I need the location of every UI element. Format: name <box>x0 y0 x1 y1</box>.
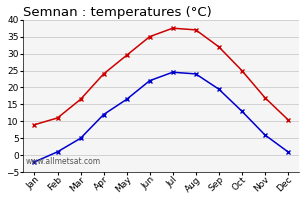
Text: Semnan : temperatures (°C): Semnan : temperatures (°C) <box>23 6 212 19</box>
Text: www.allmetsat.com: www.allmetsat.com <box>26 157 101 166</box>
